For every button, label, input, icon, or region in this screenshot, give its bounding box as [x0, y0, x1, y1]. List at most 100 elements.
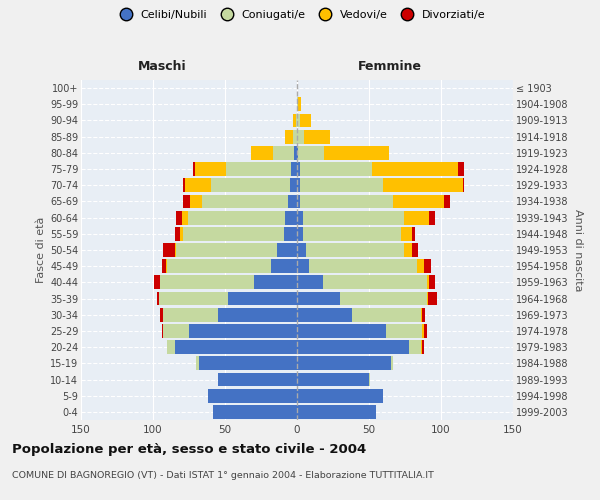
- Bar: [297, 227, 303, 240]
- Bar: [284, 227, 297, 240]
- Text: COMUNE DI BAGNOREGIO (VT) - Dati ISTAT 1° gennaio 2004 - Elaborazione TUTTITALIA: COMUNE DI BAGNOREGIO (VT) - Dati ISTAT 1…: [12, 471, 434, 480]
- Bar: [430, 210, 435, 224]
- Bar: [297, 372, 369, 386]
- Bar: [211, 178, 290, 192]
- Bar: [297, 114, 300, 128]
- Bar: [181, 227, 183, 240]
- Bar: [183, 194, 190, 208]
- Bar: [185, 178, 211, 192]
- Bar: [404, 243, 412, 257]
- Bar: [308, 260, 416, 273]
- Bar: [300, 162, 372, 176]
- Bar: [161, 324, 163, 338]
- Legend: Celibi/Nubili, Coniugati/e, Vedovi/e, Divorziati/e: Celibi/Nubili, Coniugati/e, Vedovi/e, Di…: [110, 6, 490, 25]
- Bar: [404, 210, 430, 224]
- Text: Femmine: Femmine: [358, 60, 422, 72]
- Bar: [297, 98, 298, 111]
- Bar: [297, 308, 352, 322]
- Bar: [196, 356, 199, 370]
- Bar: [193, 162, 195, 176]
- Bar: [297, 146, 298, 160]
- Bar: [401, 227, 412, 240]
- Bar: [305, 243, 404, 257]
- Bar: [430, 276, 435, 289]
- Bar: [296, 114, 297, 128]
- Bar: [427, 276, 430, 289]
- Bar: [160, 308, 163, 322]
- Bar: [297, 162, 300, 176]
- Bar: [176, 210, 182, 224]
- Bar: [226, 162, 291, 176]
- Y-axis label: Anni di nascita: Anni di nascita: [572, 208, 583, 291]
- Bar: [416, 260, 424, 273]
- Bar: [286, 130, 293, 143]
- Bar: [272, 146, 294, 160]
- Bar: [300, 114, 311, 128]
- Bar: [412, 227, 415, 240]
- Text: Maschi: Maschi: [137, 60, 187, 72]
- Bar: [391, 356, 394, 370]
- Bar: [157, 292, 159, 306]
- Bar: [422, 340, 424, 354]
- Bar: [175, 243, 176, 257]
- Y-axis label: Fasce di età: Fasce di età: [35, 217, 46, 283]
- Bar: [297, 276, 323, 289]
- Bar: [291, 162, 297, 176]
- Bar: [386, 324, 422, 338]
- Bar: [297, 210, 303, 224]
- Bar: [163, 243, 175, 257]
- Bar: [340, 292, 427, 306]
- Bar: [175, 227, 181, 240]
- Bar: [294, 146, 297, 160]
- Bar: [214, 405, 297, 419]
- Bar: [176, 243, 277, 257]
- Bar: [325, 146, 389, 160]
- Bar: [218, 372, 297, 386]
- Bar: [293, 130, 297, 143]
- Bar: [251, 146, 272, 160]
- Bar: [190, 194, 202, 208]
- Bar: [208, 389, 297, 402]
- Bar: [167, 340, 175, 354]
- Bar: [189, 324, 297, 338]
- Bar: [228, 292, 297, 306]
- Bar: [199, 356, 297, 370]
- Bar: [161, 260, 166, 273]
- Bar: [167, 260, 271, 273]
- Bar: [166, 260, 167, 273]
- Bar: [293, 114, 296, 128]
- Bar: [277, 243, 297, 257]
- Bar: [160, 276, 254, 289]
- Bar: [297, 260, 308, 273]
- Bar: [297, 130, 304, 143]
- Bar: [218, 308, 297, 322]
- Bar: [372, 162, 458, 176]
- Bar: [183, 227, 284, 240]
- Bar: [163, 324, 189, 338]
- Bar: [421, 340, 422, 354]
- Bar: [458, 162, 464, 176]
- Bar: [289, 194, 297, 208]
- Bar: [444, 194, 449, 208]
- Bar: [300, 194, 394, 208]
- Bar: [271, 260, 297, 273]
- Bar: [297, 389, 383, 402]
- Bar: [163, 308, 218, 322]
- Bar: [352, 308, 421, 322]
- Bar: [369, 372, 370, 386]
- Bar: [297, 405, 376, 419]
- Bar: [202, 194, 289, 208]
- Bar: [154, 276, 160, 289]
- Bar: [304, 130, 330, 143]
- Bar: [303, 210, 404, 224]
- Bar: [428, 292, 437, 306]
- Bar: [297, 340, 409, 354]
- Bar: [421, 308, 422, 322]
- Bar: [463, 178, 464, 192]
- Bar: [298, 98, 301, 111]
- Bar: [303, 227, 401, 240]
- Bar: [300, 178, 383, 192]
- Bar: [383, 178, 463, 192]
- Bar: [394, 194, 444, 208]
- Bar: [182, 210, 188, 224]
